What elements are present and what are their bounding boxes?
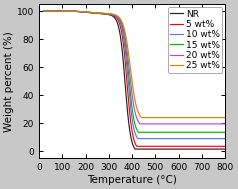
5 wt%	[135, 145, 138, 147]
NR	[224, 148, 227, 150]
NR	[42, 10, 45, 12]
5 wt%	[220, 145, 223, 147]
20 wt%	[120, 20, 123, 23]
Line: 20 wt%: 20 wt%	[44, 11, 225, 124]
X-axis label: Temperature (°C): Temperature (°C)	[87, 175, 177, 185]
15 wt%	[112, 14, 115, 16]
Legend: NR, 5 wt%, 10 wt%, 15 wt%, 20 wt%, 25 wt%: NR, 5 wt%, 10 wt%, 15 wt%, 20 wt%, 25 wt…	[168, 7, 223, 73]
15 wt%	[74, 10, 77, 12]
10 wt%	[224, 137, 227, 140]
Line: NR: NR	[44, 11, 225, 149]
10 wt%	[63, 10, 66, 12]
Line: 15 wt%: 15 wt%	[44, 11, 225, 132]
10 wt%	[220, 137, 223, 140]
5 wt%	[112, 14, 115, 17]
5 wt%	[63, 10, 66, 12]
5 wt%	[120, 29, 123, 31]
20 wt%	[201, 123, 203, 125]
10 wt%	[120, 24, 123, 26]
Line: 5 wt%: 5 wt%	[44, 11, 225, 146]
NR	[120, 41, 123, 43]
25 wt%	[201, 116, 203, 119]
NR	[63, 10, 66, 12]
20 wt%	[112, 13, 115, 16]
5 wt%	[201, 145, 203, 147]
25 wt%	[120, 19, 123, 22]
NR	[74, 10, 77, 12]
15 wt%	[220, 131, 223, 133]
5 wt%	[42, 10, 45, 12]
15 wt%	[137, 131, 140, 133]
NR	[201, 148, 203, 150]
10 wt%	[136, 137, 139, 140]
20 wt%	[74, 10, 77, 12]
25 wt%	[220, 116, 223, 119]
25 wt%	[74, 10, 77, 12]
15 wt%	[120, 21, 123, 24]
15 wt%	[42, 10, 45, 12]
15 wt%	[224, 131, 227, 133]
Y-axis label: Weight percent (%): Weight percent (%)	[4, 31, 14, 132]
Line: 25 wt%: 25 wt%	[44, 11, 225, 118]
10 wt%	[74, 10, 77, 12]
15 wt%	[63, 10, 66, 12]
NR	[112, 15, 115, 18]
15 wt%	[201, 131, 203, 133]
5 wt%	[74, 10, 77, 12]
25 wt%	[140, 116, 143, 119]
20 wt%	[63, 10, 66, 12]
10 wt%	[112, 14, 115, 16]
20 wt%	[139, 123, 141, 125]
25 wt%	[224, 116, 227, 119]
10 wt%	[201, 137, 203, 140]
20 wt%	[224, 123, 227, 125]
25 wt%	[42, 10, 45, 12]
10 wt%	[42, 10, 45, 12]
Line: 10 wt%: 10 wt%	[44, 11, 225, 139]
NR	[134, 148, 136, 150]
5 wt%	[224, 145, 227, 147]
20 wt%	[220, 123, 223, 125]
25 wt%	[112, 13, 115, 15]
25 wt%	[63, 10, 66, 12]
NR	[220, 148, 223, 150]
20 wt%	[42, 10, 45, 12]
